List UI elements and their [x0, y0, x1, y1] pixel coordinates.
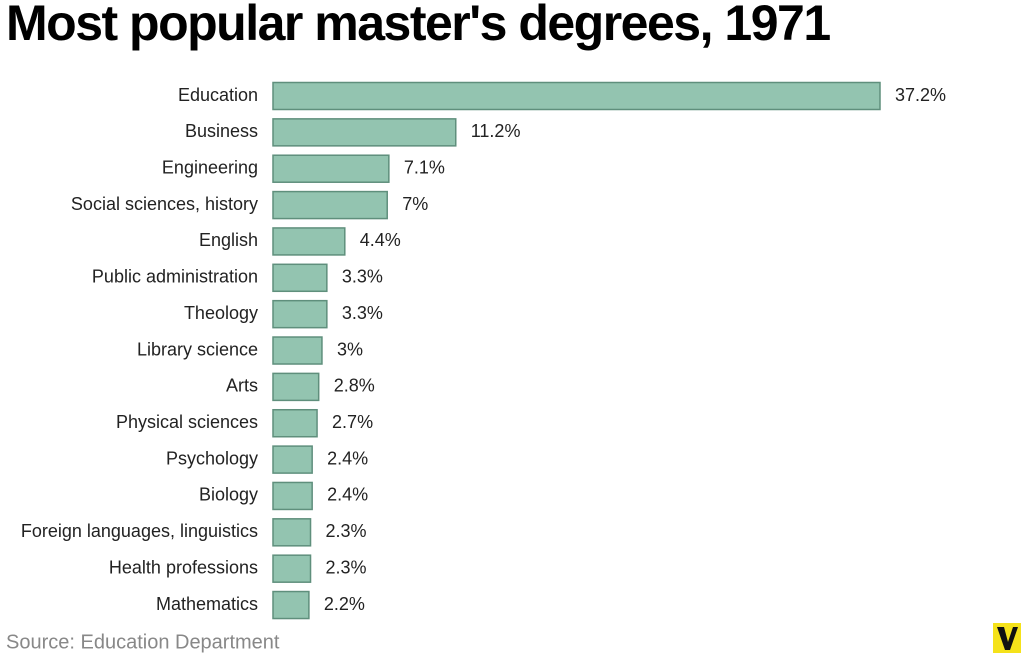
value-label: 2.4%: [327, 448, 368, 468]
value-label: 11.2%: [471, 121, 521, 141]
chart-title: Most popular master's degrees, 1971: [6, 0, 830, 51]
bar: [272, 118, 457, 147]
value-label: 4.4%: [360, 230, 401, 250]
bar: [272, 154, 390, 183]
category-label: Foreign languages, linguistics: [21, 521, 258, 541]
bar: [272, 408, 318, 438]
category-label: Public administration: [92, 267, 258, 287]
bar: [272, 481, 313, 511]
category-label: Business: [185, 121, 258, 141]
bar: [272, 518, 312, 547]
value-label: 2.8%: [334, 376, 375, 396]
category-label: Education: [178, 85, 258, 105]
value-label: 3.3%: [342, 303, 383, 323]
value-label: 2.4%: [327, 485, 368, 505]
category-label: Mathematics: [156, 594, 258, 614]
bar: [272, 336, 323, 365]
category-label: Social sciences, history: [71, 194, 258, 214]
value-label: 2.3%: [326, 521, 367, 541]
category-label: Psychology: [166, 448, 258, 468]
bar: [272, 554, 312, 583]
logo-mark: [997, 627, 1018, 650]
value-label: 3.3%: [342, 267, 383, 287]
bar: [272, 190, 388, 220]
logo: [993, 623, 1021, 653]
value-label: 7.1%: [404, 157, 445, 177]
category-label: Theology: [184, 303, 258, 323]
value-label: 7%: [402, 194, 428, 214]
category-label: Arts: [226, 376, 258, 396]
bar: [272, 263, 328, 293]
bar: [272, 81, 881, 111]
bar: [272, 445, 313, 474]
value-label: 2.2%: [324, 594, 365, 614]
bar: [272, 372, 320, 402]
category-label: Biology: [199, 485, 258, 505]
bar: [272, 227, 346, 256]
value-label: 37.2%: [895, 85, 946, 105]
value-label: 3%: [337, 339, 363, 359]
category-label: Physical sciences: [116, 412, 258, 432]
value-label: 2.7%: [332, 412, 373, 432]
category-label: English: [199, 230, 258, 250]
category-label: Library science: [137, 339, 258, 359]
bar: [272, 299, 328, 329]
value-label: 2.3%: [326, 557, 367, 577]
bar: [272, 590, 310, 620]
category-label: Health professions: [109, 557, 258, 577]
source: Source: Education Department: [6, 631, 280, 653]
category-label: Engineering: [162, 157, 258, 177]
